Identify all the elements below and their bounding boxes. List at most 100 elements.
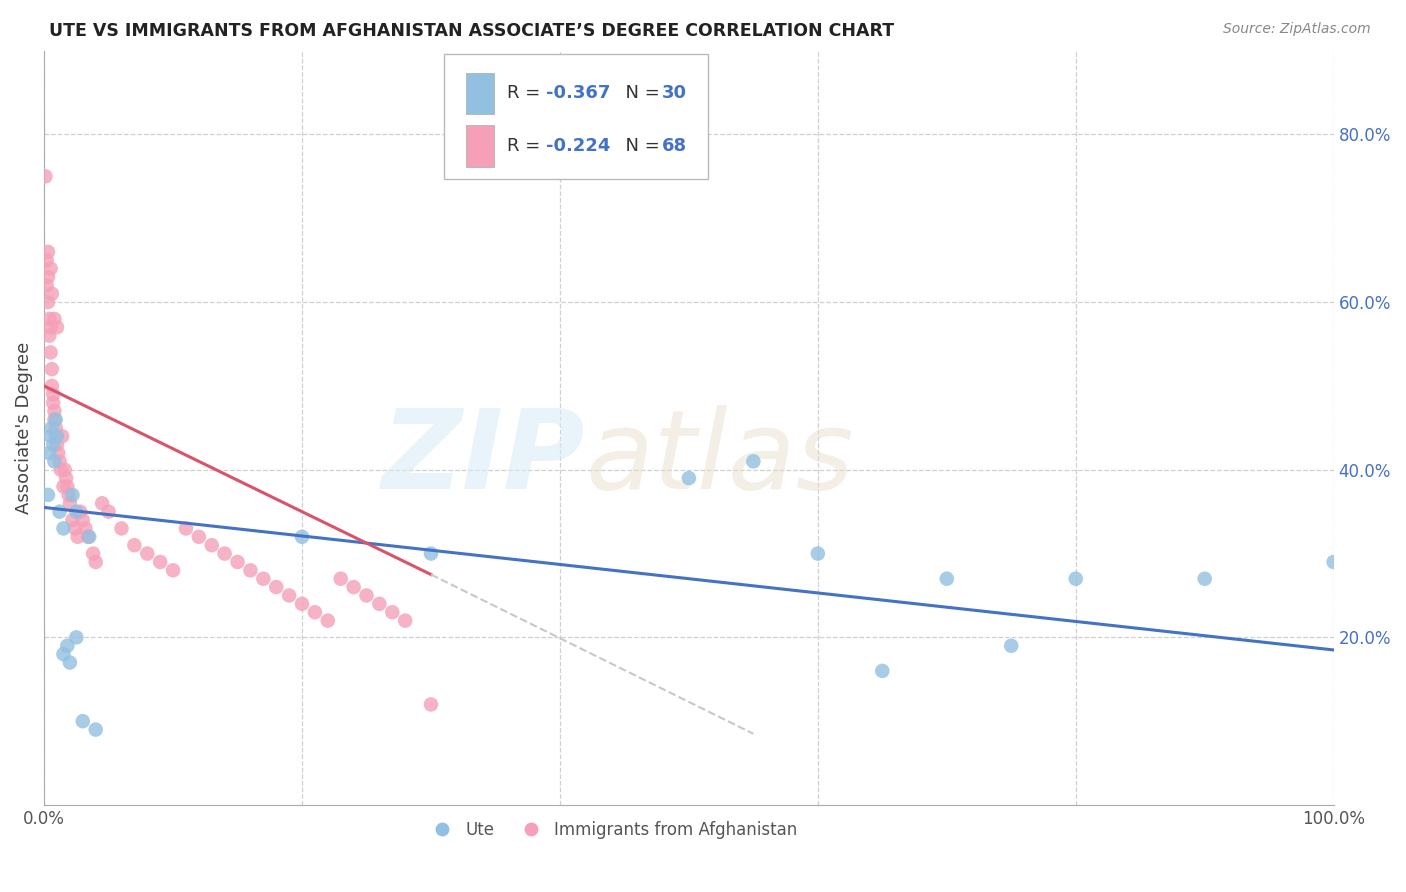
Point [44,404,66,418]
Point [52,521,75,535]
Point [46,437,69,451]
Text: -0.224: -0.224 [546,136,610,155]
Text: ZIP: ZIP [382,404,586,511]
Text: 30: 30 [662,85,686,103]
Point [304,605,326,619]
Point [37,488,59,502]
Text: R =: R = [508,85,546,103]
Point [45,429,67,443]
Text: 68: 68 [662,136,688,155]
Point [84,555,107,569]
Point [97,505,120,519]
Point [37,244,59,259]
Point [174,521,197,535]
Point [62,488,84,502]
FancyBboxPatch shape [465,72,494,114]
Point [37,295,59,310]
Point [35,253,58,268]
Text: UTE VS IMMIGRANTS FROM AFGHANISTAN ASSOCIATE’S DEGREE CORRELATION CHART: UTE VS IMMIGRANTS FROM AFGHANISTAN ASSOC… [49,22,894,40]
Point [44,454,66,468]
Point [72,513,94,527]
Point [201,538,224,552]
Point [84,723,107,737]
Point [41,362,63,376]
Point [252,572,274,586]
Point [69,505,91,519]
Point [48,505,70,519]
Point [56,639,79,653]
Point [187,530,209,544]
Point [226,555,249,569]
Point [136,547,159,561]
Point [38,328,60,343]
Point [91,496,114,510]
Point [935,572,957,586]
Point [46,446,69,460]
Point [149,555,172,569]
Point [38,311,60,326]
Point [46,320,69,334]
Point [278,589,301,603]
Point [58,488,80,502]
Point [45,421,67,435]
Point [316,614,339,628]
Point [368,597,391,611]
Point [34,169,56,184]
Point [39,429,62,443]
Point [342,580,364,594]
Point [51,429,73,443]
Point [77,530,100,544]
Text: atlas: atlas [586,404,855,511]
Point [1000,639,1022,653]
Point [59,656,82,670]
Point [420,698,443,712]
Point [46,429,69,443]
Point [42,395,65,409]
Point [48,454,70,468]
Point [38,446,60,460]
Point [37,270,59,285]
Point [39,320,62,334]
Legend: Ute, Immigrants from Afghanistan: Ute, Immigrants from Afghanistan [419,814,804,846]
Point [44,412,66,426]
Point [162,563,184,577]
Point [63,521,86,535]
Point [65,505,87,519]
Point [45,412,67,426]
Point [75,521,97,535]
Point [42,387,65,401]
Y-axis label: Associate's Degree: Associate's Degree [15,342,32,514]
Point [214,547,236,561]
Point [381,605,404,619]
Point [420,547,443,561]
Point [44,311,66,326]
Point [1064,572,1087,586]
Text: Source: ZipAtlas.com: Source: ZipAtlas.com [1223,22,1371,37]
Text: -0.367: -0.367 [546,85,610,103]
Point [807,547,830,561]
Point [82,547,104,561]
Point [291,530,314,544]
FancyBboxPatch shape [465,125,494,167]
Point [56,479,79,493]
Point [35,278,58,293]
Point [41,286,63,301]
Point [72,714,94,729]
Point [291,597,314,611]
Point [53,463,76,477]
Point [394,614,416,628]
Point [678,471,700,485]
Point [1323,555,1346,569]
Point [39,345,62,359]
Point [41,379,63,393]
Text: N =: N = [614,85,665,103]
Point [66,530,89,544]
Point [65,631,87,645]
Text: R =: R = [508,136,546,155]
Point [49,463,72,477]
FancyBboxPatch shape [444,54,709,179]
Text: N =: N = [614,136,665,155]
Point [39,261,62,276]
Point [55,471,77,485]
Point [329,572,352,586]
